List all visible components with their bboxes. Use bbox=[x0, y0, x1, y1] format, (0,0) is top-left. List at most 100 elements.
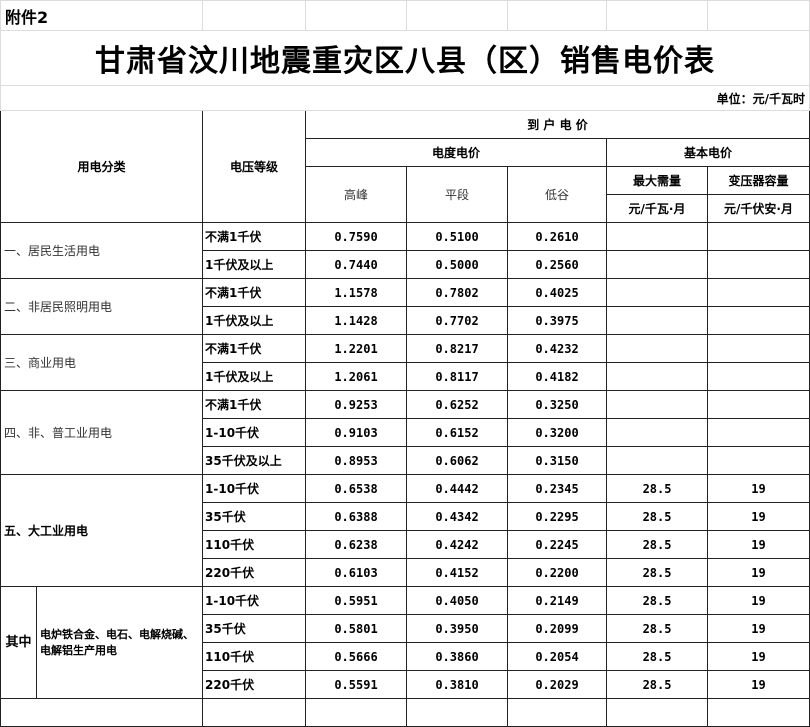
valley-price-cell: 0.4025 bbox=[507, 278, 608, 307]
voltage-cell: 不满1千伏 bbox=[202, 390, 307, 419]
valley-price-cell: 0.3250 bbox=[507, 390, 608, 419]
peak-price-cell: 0.6103 bbox=[305, 558, 408, 587]
peak-price-cell: 1.1428 bbox=[305, 306, 408, 335]
unit-label: 单位：元/千瓦时 bbox=[0, 85, 810, 111]
transformer-cell: 19 bbox=[707, 642, 810, 671]
table-row: 110千伏 0.5666 0.3860 0.2054 28.5 19 bbox=[1, 642, 810, 671]
valley-price-cell: 0.2149 bbox=[507, 586, 608, 615]
voltage-cell: 110千伏 bbox=[202, 530, 307, 559]
max-demand-cell: 28.5 bbox=[606, 558, 709, 587]
table-row: 二、非居民照明用电 不满1千伏 1.1578 0.7802 0.4025 bbox=[0, 278, 810, 335]
max-demand-cell: 28.5 bbox=[606, 642, 709, 671]
transformer-cell bbox=[707, 222, 810, 251]
flat-price-cell: 0.4050 bbox=[406, 586, 509, 615]
peak-price-cell: 0.5591 bbox=[305, 670, 408, 699]
flat-price-cell: 0.6152 bbox=[406, 418, 509, 447]
header-retail-price: 到 户 电 价 bbox=[305, 110, 810, 139]
valley-price-cell: 0.2099 bbox=[507, 614, 608, 643]
flat-price-cell: 0.7802 bbox=[406, 278, 509, 307]
max-demand-cell: 28.5 bbox=[606, 586, 709, 615]
max-demand-cell: 28.5 bbox=[606, 670, 709, 699]
subcategory-cell: 电炉铁合金、电石、电解烧碱、电解铝生产用电 bbox=[35, 586, 204, 699]
max-demand-cell: 28.5 bbox=[606, 502, 709, 531]
peak-price-cell: 0.9253 bbox=[305, 390, 408, 419]
valley-price-cell: 0.4232 bbox=[507, 334, 608, 363]
table-row: 1-10千伏 0.9103 0.6152 0.3200 bbox=[1, 418, 810, 447]
voltage-cell: 1千伏及以上 bbox=[202, 362, 307, 391]
peak-price-cell: 1.2061 bbox=[305, 362, 408, 391]
peak-price-cell: 0.7590 bbox=[305, 222, 408, 251]
flat-price-cell: 0.6252 bbox=[406, 390, 509, 419]
voltage-cell: 220千伏 bbox=[202, 558, 307, 587]
transformer-cell: 19 bbox=[707, 502, 810, 531]
max-demand-cell bbox=[606, 362, 709, 391]
header-transformer-unit: 元/千伏安·月 bbox=[707, 194, 810, 223]
header-flat: 平段 bbox=[406, 166, 509, 223]
valley-price-cell: 0.2560 bbox=[507, 250, 608, 279]
table-row: 35千伏 0.6388 0.4342 0.2295 28.5 19 bbox=[1, 502, 810, 531]
valley-price-cell: 0.2345 bbox=[507, 474, 608, 503]
voltage-cell: 1千伏及以上 bbox=[202, 250, 307, 279]
table-row: 220千伏 0.6103 0.4152 0.2200 28.5 19 bbox=[1, 558, 810, 587]
transformer-cell: 19 bbox=[707, 530, 810, 559]
peak-price-cell: 0.7440 bbox=[305, 250, 408, 279]
category-cell: 三、商业用电 bbox=[0, 334, 204, 391]
table-row: 四、非、普工业用电 不满1千伏 0.9253 0.6252 0.3250 bbox=[0, 390, 810, 475]
transformer-cell: 19 bbox=[707, 586, 810, 615]
table-row: 五、大工业用电 1-10千伏 0.6538 0.4442 0.2345 28.5 19 bbox=[0, 474, 810, 587]
transformer-cell bbox=[707, 334, 810, 363]
voltage-cell: 不满1千伏 bbox=[202, 334, 307, 363]
voltage-cell: 不满1千伏 bbox=[202, 278, 307, 307]
voltage-cell: 1千伏及以上 bbox=[202, 306, 307, 335]
peak-price-cell: 0.6238 bbox=[305, 530, 408, 559]
transformer-cell: 19 bbox=[707, 614, 810, 643]
valley-price-cell: 0.2295 bbox=[507, 502, 608, 531]
transformer-cell bbox=[707, 362, 810, 391]
table-row: 1千伏及以上 0.7440 0.5000 0.2560 bbox=[1, 250, 810, 279]
max-demand-cell bbox=[606, 390, 709, 419]
voltage-cell: 1-10千伏 bbox=[202, 586, 307, 615]
page-title: 甘肃省汶川地震重灾区八县（区）销售电价表 bbox=[0, 30, 810, 86]
flat-price-cell: 0.7702 bbox=[406, 306, 509, 335]
category-cell: 二、非居民照明用电 bbox=[0, 278, 204, 335]
transformer-cell: 19 bbox=[707, 558, 810, 587]
transformer-cell bbox=[707, 278, 810, 307]
header-category: 用电分类 bbox=[0, 110, 204, 223]
valley-price-cell: 0.3975 bbox=[507, 306, 608, 335]
valley-price-cell: 0.2054 bbox=[507, 642, 608, 671]
header-max-demand: 最大需量 bbox=[606, 166, 709, 195]
transformer-cell: 19 bbox=[707, 474, 810, 503]
header-energy-price: 电度电价 bbox=[305, 138, 608, 167]
peak-price-cell: 0.5951 bbox=[305, 586, 408, 615]
max-demand-cell bbox=[606, 334, 709, 363]
flat-price-cell: 0.3860 bbox=[406, 642, 509, 671]
peak-price-cell: 0.5801 bbox=[305, 614, 408, 643]
category-cell: 五、大工业用电 bbox=[0, 474, 204, 587]
max-demand-cell bbox=[606, 278, 709, 307]
header-voltage: 电压等级 bbox=[202, 110, 307, 223]
table-row: 一、居民生活用电 不满1千伏 0.7590 0.5100 0.2610 bbox=[0, 222, 810, 279]
category-cell: 四、非、普工业用电 bbox=[0, 390, 204, 475]
voltage-cell: 1-10千伏 bbox=[202, 474, 307, 503]
header-basic-price: 基本电价 bbox=[606, 138, 810, 167]
peak-price-cell: 0.9103 bbox=[305, 418, 408, 447]
table-row: 三、商业用电 不满1千伏 1.2201 0.8217 0.4232 bbox=[0, 334, 810, 391]
valley-price-cell: 0.3200 bbox=[507, 418, 608, 447]
peak-price-cell: 1.2201 bbox=[305, 334, 408, 363]
max-demand-cell bbox=[606, 446, 709, 475]
header-valley: 低谷 bbox=[507, 166, 608, 223]
table-row: 220千伏 0.5591 0.3810 0.2029 28.5 19 bbox=[1, 670, 810, 699]
max-demand-cell bbox=[606, 418, 709, 447]
transformer-cell bbox=[707, 250, 810, 279]
table-row: 1千伏及以上 1.1428 0.7702 0.3975 bbox=[1, 306, 810, 335]
valley-price-cell: 0.4182 bbox=[507, 362, 608, 391]
voltage-cell: 35千伏 bbox=[202, 502, 307, 531]
transformer-cell bbox=[707, 418, 810, 447]
valley-price-cell: 0.3150 bbox=[507, 446, 608, 475]
max-demand-cell bbox=[606, 306, 709, 335]
peak-price-cell: 0.6538 bbox=[305, 474, 408, 503]
valley-price-cell: 0.2200 bbox=[507, 558, 608, 587]
flat-price-cell: 0.4342 bbox=[406, 502, 509, 531]
flat-price-cell: 0.8117 bbox=[406, 362, 509, 391]
